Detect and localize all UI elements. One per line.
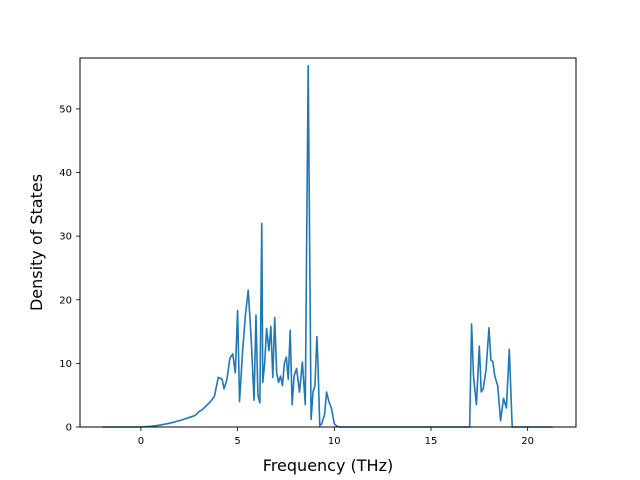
y-tick-label: 50	[59, 104, 72, 115]
y-tick-label: 30	[59, 232, 72, 243]
series-layer	[102, 64, 553, 428]
plot-area	[80, 58, 576, 427]
axes-frame	[79, 57, 577, 428]
y-axis-label: Density of States	[27, 174, 46, 311]
x-tick-label: 10	[328, 436, 341, 447]
y-axis: 0 10 20 30 40 50	[59, 104, 80, 434]
y-tick-label: 0	[66, 423, 72, 434]
y-tick-label: 20	[59, 295, 72, 306]
x-tick-label: 0	[138, 436, 144, 447]
x-axis-label: Frequency (THz)	[263, 456, 393, 475]
y-tick-label: 10	[59, 359, 72, 370]
x-tick-label: 15	[425, 436, 438, 447]
x-axis: 0 5 10 15 20	[138, 427, 534, 447]
y-tick-label: 40	[59, 168, 72, 179]
x-tick-label: 5	[234, 436, 240, 447]
series-line-0	[102, 64, 553, 428]
x-tick-label: 20	[521, 436, 534, 447]
